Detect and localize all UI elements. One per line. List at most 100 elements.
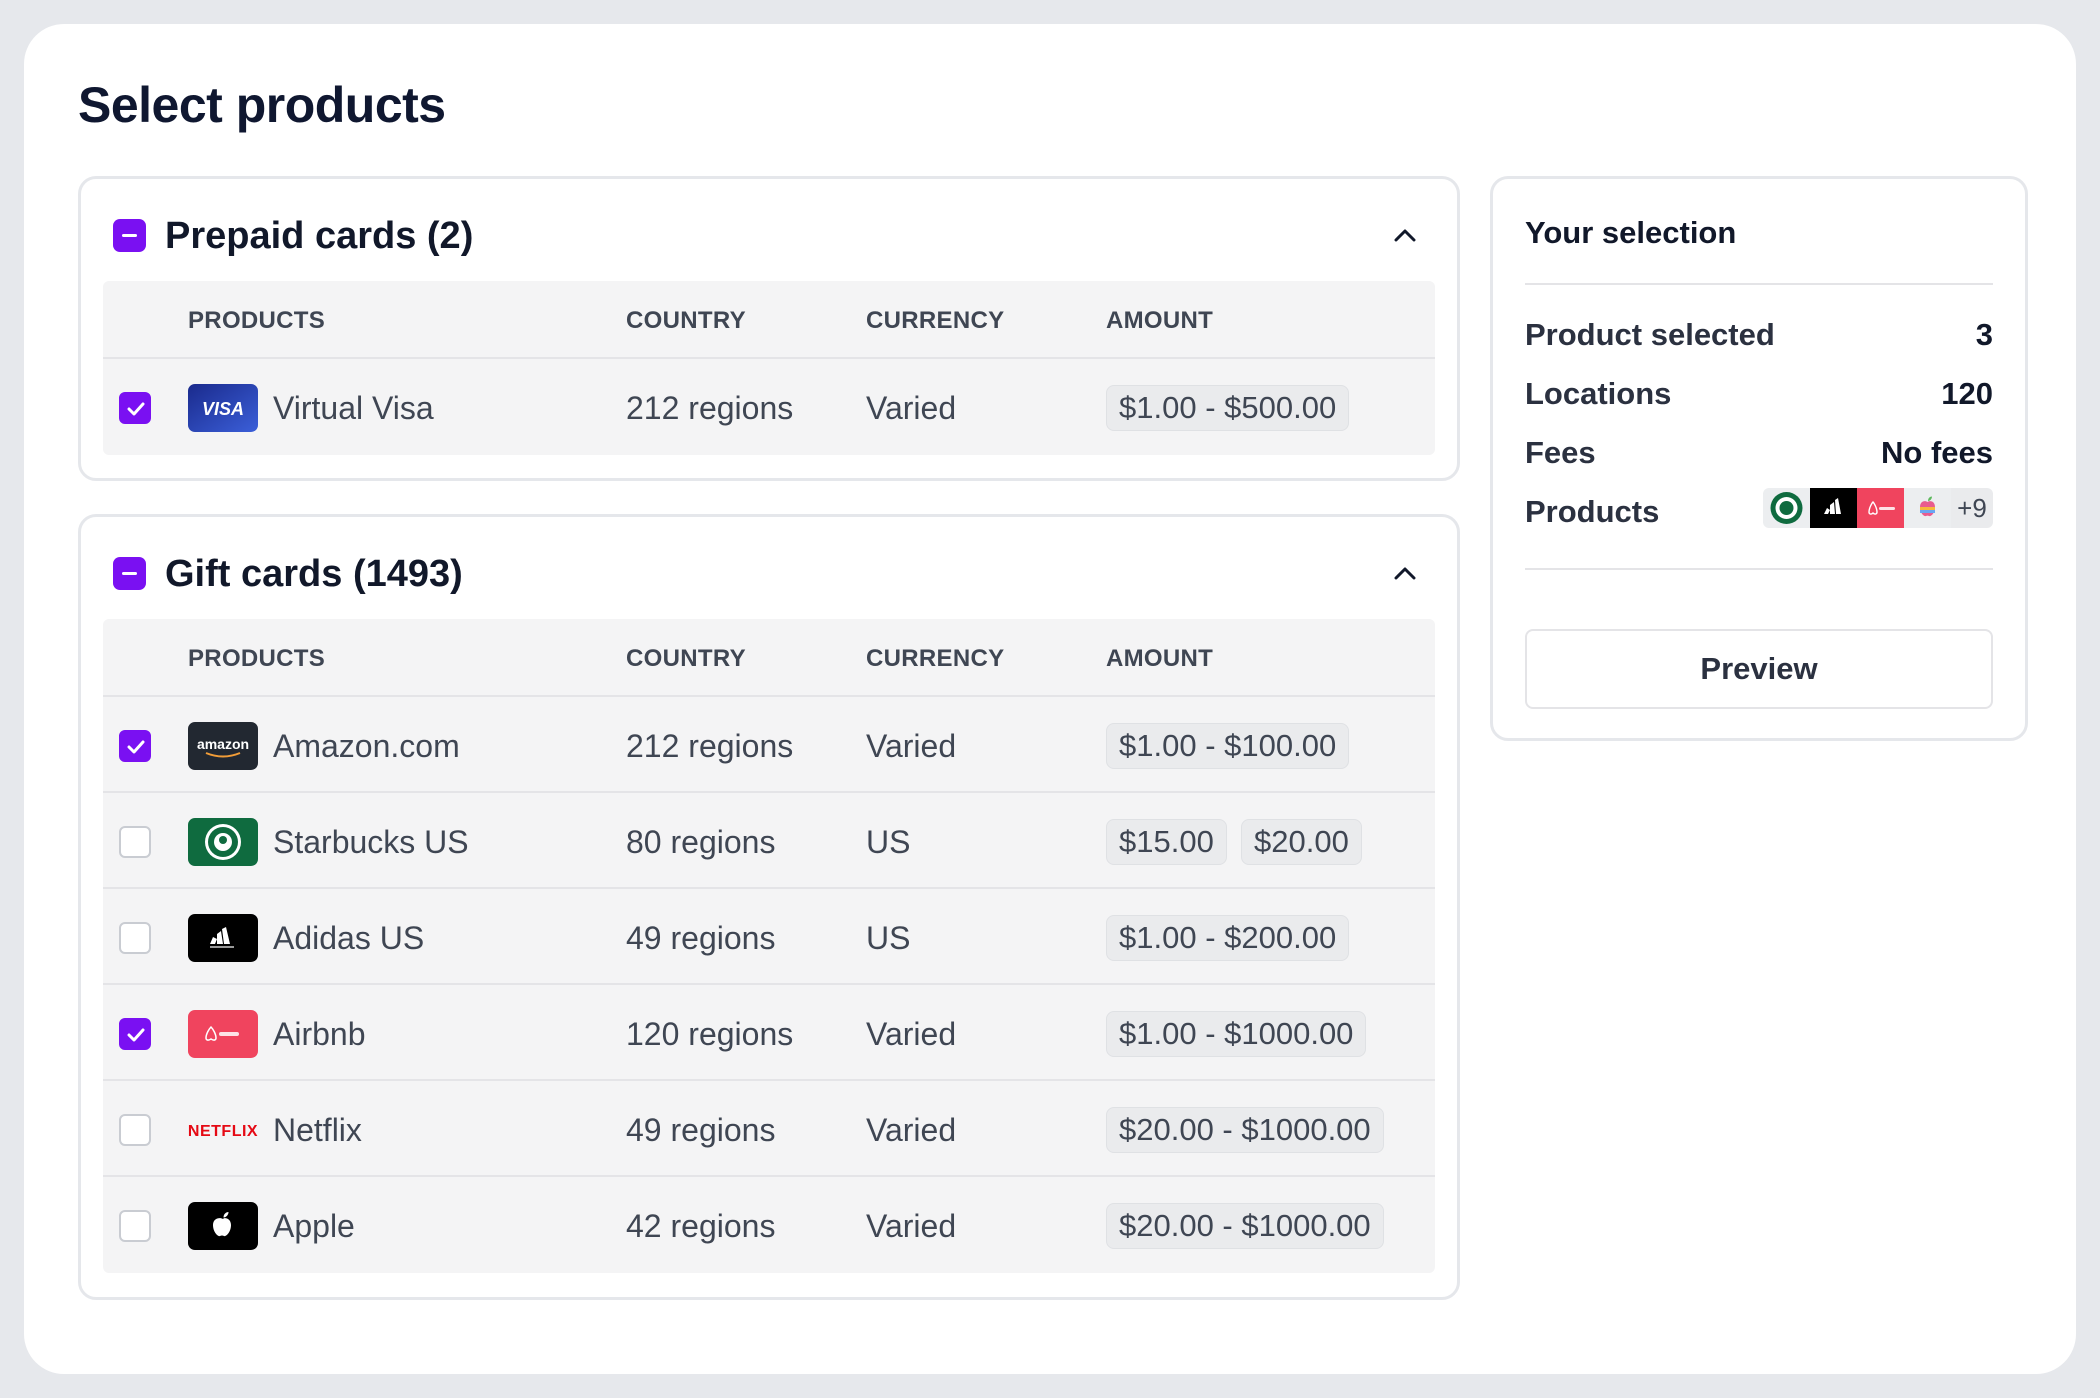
- col-header-currency: CURRENCY: [866, 307, 1005, 334]
- row-checkbox[interactable]: [119, 826, 151, 858]
- summary-row-products: Products +9: [1525, 488, 1993, 534]
- amount-tag: $1.00 - $100.00: [1106, 723, 1350, 769]
- prepaid-table-body: VISA Virtual Visa 212 regions Varied $1.00 -…: [103, 359, 1435, 455]
- amount-tag: $1.00 - $200.00: [1106, 915, 1350, 961]
- prepaid-cards-table: PRODUCTS COUNTRY CURRENCY AMOUNT VISA Vir…: [103, 281, 1435, 455]
- svg-text:NETFLIX: NETFLIX: [188, 1123, 258, 1140]
- row-checkbox[interactable]: [119, 1018, 151, 1050]
- page-title: Select products: [78, 77, 446, 133]
- table-header: PRODUCTS COUNTRY CURRENCY AMOUNT: [103, 619, 1435, 697]
- col-header-amount[interactable]: AMOUNT: [1106, 307, 1214, 334]
- currency-cell: Varied: [866, 1208, 957, 1244]
- gift-collapse-button[interactable]: [1385, 553, 1425, 593]
- summary-row-locations: Locations 120: [1525, 376, 1993, 416]
- table-row[interactable]: VISA Virtual Visa 212 regions Varied $1.00 -…: [103, 359, 1435, 455]
- table-row[interactable]: Apple 42 regions Varied $20.00 - $1000.00: [103, 1177, 1435, 1273]
- summary-value: 120: [1941, 376, 1993, 411]
- product-name: Airbnb: [273, 1016, 366, 1052]
- currency-cell: Varied: [866, 1016, 957, 1052]
- selection-title: Your selection: [1525, 215, 1737, 250]
- summary-value: 3: [1975, 317, 1993, 352]
- divider: [1525, 283, 1993, 285]
- row-checkbox[interactable]: [119, 1114, 151, 1146]
- app-frame: Select products Prepaid cards (2) PRODUC…: [24, 24, 2076, 1374]
- table-row[interactable]: NETFLIX Netflix 49 regions Varied $20.00 - $…: [103, 1081, 1435, 1177]
- col-header-country: COUNTRY: [626, 645, 746, 672]
- summary-label: Locations: [1525, 376, 1672, 411]
- checkmark-icon: [127, 1028, 145, 1042]
- currency-cell: US: [866, 824, 911, 860]
- currency-cell: US: [866, 920, 911, 956]
- currency-cell: Varied: [866, 390, 957, 426]
- checkmark-icon: [127, 740, 145, 754]
- visa-logo: VISA: [188, 384, 258, 432]
- airbnb-logo: [188, 1010, 258, 1058]
- currency-cell: Varied: [866, 1112, 957, 1148]
- country-cell: 42 regions: [626, 1208, 776, 1244]
- currency-cell: Varied: [866, 728, 957, 764]
- amount-tag: $20.00 - $1000.00: [1106, 1107, 1384, 1153]
- checkmark-icon: [127, 402, 145, 416]
- amazon-logo: amazon: [188, 722, 258, 770]
- country-cell: 212 regions: [626, 728, 794, 764]
- country-cell: 49 regions: [626, 920, 776, 956]
- adidas-logo: [1810, 488, 1857, 528]
- amount-tag: $20.00: [1241, 819, 1362, 865]
- summary-value: No fees: [1881, 435, 1993, 470]
- country-cell: 49 regions: [626, 1112, 776, 1148]
- gift-cards-table: PRODUCTS COUNTRY CURRENCY AMOUNT amazon A…: [103, 619, 1435, 1273]
- svg-text:VISA: VISA: [202, 399, 244, 419]
- product-name: Starbucks US: [273, 824, 469, 860]
- chevron-up-icon: [1394, 567, 1416, 580]
- summary-label: Products: [1525, 494, 1660, 529]
- gift-select-all-checkbox[interactable]: [113, 557, 146, 590]
- airbnb-logo: [1857, 488, 1904, 528]
- summary-row-fees: Fees No fees: [1525, 435, 1993, 475]
- row-checkbox[interactable]: [119, 1210, 151, 1242]
- product-name: Virtual Visa: [273, 390, 434, 426]
- prepaid-cards-panel: Prepaid cards (2) PRODUCTS COUNTRY CURRE…: [78, 176, 1460, 481]
- product-name: Amazon.com: [273, 728, 460, 764]
- amount-tag: $1.00 - $1000.00: [1106, 1011, 1367, 1057]
- amount-tag: $15.00: [1106, 819, 1227, 865]
- summary-label: Product selected: [1525, 317, 1775, 352]
- apple-logo: [1904, 488, 1951, 528]
- more-products-count: +9: [1951, 488, 1993, 528]
- summary-label: Fees: [1525, 435, 1596, 470]
- gift-cards-panel: Gift cards (1493) PRODUCTS COUNTRY CURRE…: [78, 514, 1460, 1300]
- netflix-logo: NETFLIX: [188, 1106, 258, 1154]
- col-header-country: COUNTRY: [626, 307, 746, 334]
- amount-tag: $1.00 - $500.00: [1106, 385, 1350, 431]
- preview-button[interactable]: Preview: [1525, 629, 1993, 709]
- gift-cards-header: Gift cards (1493): [81, 517, 1457, 627]
- prepaid-collapse-button[interactable]: [1385, 215, 1425, 255]
- gift-cards-title: Gift cards (1493): [165, 553, 463, 595]
- divider: [1525, 568, 1993, 570]
- summary-row-products-selected: Product selected 3: [1525, 317, 1993, 357]
- selection-summary-panel: Your selection Product selected 3 Locati…: [1490, 176, 2028, 741]
- col-header-amount: AMOUNT: [1106, 645, 1214, 672]
- prepaid-cards-header: Prepaid cards (2): [81, 179, 1457, 289]
- prepaid-cards-title: Prepaid cards (2): [165, 215, 474, 257]
- table-row[interactable]: amazon Amazon.com 212 regions Varied $1.00 -…: [103, 697, 1435, 793]
- col-header-products: PRODUCTS: [188, 645, 326, 672]
- amount-tag: $20.00 - $1000.00: [1106, 1203, 1384, 1249]
- row-checkbox[interactable]: [119, 730, 151, 762]
- col-header-currency: CURRENCY: [866, 645, 1005, 672]
- col-header-products: PRODUCTS: [188, 307, 326, 334]
- row-checkbox[interactable]: [119, 392, 151, 424]
- svg-text:amazon: amazon: [197, 736, 249, 752]
- country-cell: 120 regions: [626, 1016, 794, 1052]
- prepaid-select-all-checkbox[interactable]: [113, 219, 146, 252]
- table-row[interactable]: Adidas US 49 regions US $1.00 - $200.00: [103, 889, 1435, 985]
- table-row[interactable]: Airbnb 120 regions Varied $1.00 - $1000.00: [103, 985, 1435, 1081]
- table-row[interactable]: Starbucks US 80 regions US $15.00 $20.00: [103, 793, 1435, 889]
- adidas-logo: [188, 914, 258, 962]
- row-checkbox[interactable]: [119, 922, 151, 954]
- gift-table-body: amazon Amazon.com 212 regions Varied $1.00 -…: [103, 697, 1435, 1273]
- product-name: Netflix: [273, 1112, 362, 1148]
- country-cell: 80 regions: [626, 824, 776, 860]
- starbucks-logo: [1763, 488, 1810, 528]
- table-header: PRODUCTS COUNTRY CURRENCY AMOUNT: [103, 281, 1435, 359]
- starbucks-logo: [188, 818, 258, 866]
